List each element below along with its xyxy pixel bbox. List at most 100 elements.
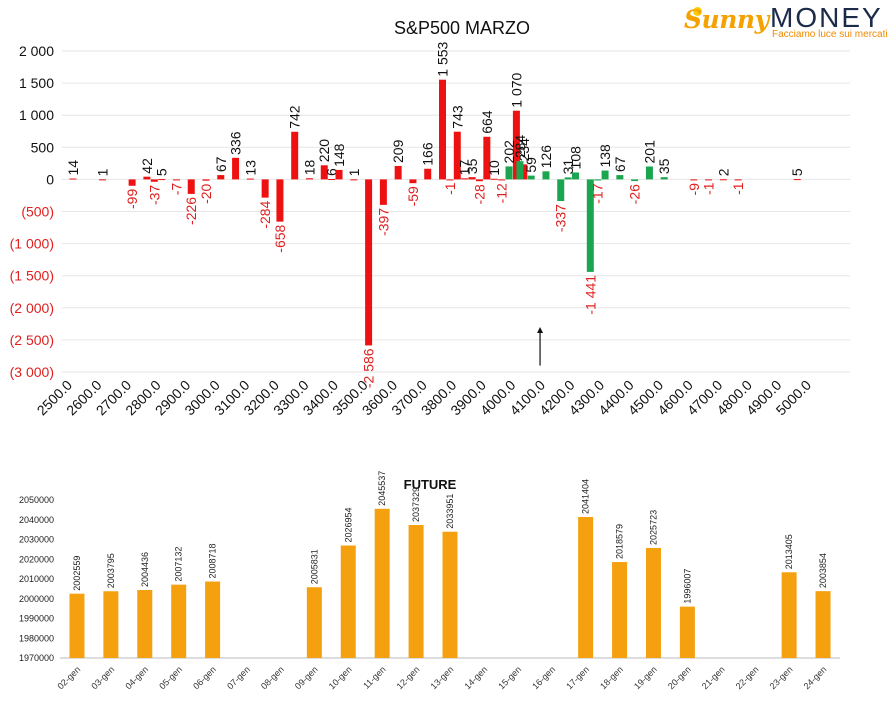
bar (261, 179, 269, 198)
x-tick-label: 06-gen (191, 664, 218, 691)
bar (781, 572, 797, 658)
bar (475, 179, 483, 182)
bar (512, 110, 520, 180)
data-label: 2002559 (72, 556, 82, 591)
data-label: 14 (65, 160, 81, 176)
x-tick-label: 05-gen (157, 664, 184, 691)
bar (705, 179, 713, 181)
bar (793, 179, 801, 181)
bar (409, 179, 417, 184)
data-label: 138 (597, 144, 613, 168)
data-label: 742 (287, 105, 303, 129)
y-tick-label: (1 000) (10, 236, 54, 252)
y-tick-label: 1 500 (19, 75, 54, 91)
bar (150, 179, 158, 182)
y-tick-label: 2 000 (19, 43, 54, 59)
bar (453, 131, 461, 180)
bar (379, 179, 387, 205)
y-tick-label: (2 000) (10, 300, 54, 316)
y-tick-label: 1970000 (19, 653, 54, 663)
bar (424, 168, 432, 180)
data-label: 1996007 (682, 569, 692, 604)
bar (542, 171, 550, 180)
data-label: 108 (568, 146, 584, 170)
x-tick-label: 23-gen (768, 664, 795, 691)
data-label: 2008718 (208, 543, 218, 578)
bar (679, 606, 695, 658)
data-label: 5 (154, 168, 170, 176)
x-tick-label: 08-gen (259, 664, 286, 691)
bar (374, 508, 390, 658)
x-tick-label: 10-gen (327, 664, 354, 691)
data-label: -28 (471, 184, 487, 204)
bar (645, 547, 661, 658)
y-tick-label: 1990000 (19, 614, 54, 624)
bar (187, 179, 195, 194)
data-label: 17 (457, 160, 473, 176)
bar (137, 589, 153, 658)
x-tick-label: 02-gen (55, 664, 82, 691)
data-label: 35 (464, 158, 480, 174)
bar (246, 178, 254, 180)
data-label: -1 (701, 182, 717, 195)
bar (69, 178, 77, 180)
data-label: -284 (257, 200, 273, 228)
sun-icon (693, 7, 702, 16)
y-tick-label: 2050000 (19, 495, 54, 505)
x-tick-label: 24-gen (802, 664, 829, 691)
x-tick-label: 15-gen (496, 664, 523, 691)
bar (483, 136, 491, 180)
bar (572, 172, 580, 180)
bar (734, 179, 742, 181)
data-label: 1 070 (508, 72, 524, 107)
data-label: 67 (213, 156, 229, 172)
bar (690, 179, 698, 181)
data-label: 2005831 (309, 549, 319, 584)
data-label: -12 (494, 183, 510, 203)
data-label: 2007132 (174, 547, 184, 582)
data-label: 2 (715, 168, 731, 176)
annotation-arrowhead (537, 327, 544, 334)
bar (505, 166, 513, 180)
chart-title: FUTURE (404, 477, 457, 492)
bar (202, 179, 210, 181)
data-label: -1 441 (582, 275, 598, 315)
data-label: -337 (553, 204, 569, 232)
data-label: 2041404 (581, 479, 591, 514)
data-label: -226 (183, 197, 199, 225)
data-label: -1 (442, 182, 458, 195)
logo-brand-money: MONEY (770, 2, 883, 33)
bar (172, 179, 180, 181)
future-chart: FUTURE 1970000 1980000 1990000 2000000 201000… (19, 471, 840, 691)
bar (616, 175, 624, 180)
data-label: 1 553 (435, 41, 451, 76)
x-tick-label: 22-gen (734, 664, 761, 691)
data-label: 2033951 (445, 494, 455, 529)
data-label: 234 (516, 138, 532, 162)
bar (232, 157, 240, 180)
bar (719, 179, 727, 181)
bar (446, 179, 454, 181)
bar (69, 593, 85, 658)
y-tick-label: 0 (46, 171, 54, 187)
y-tick-label: 500 (31, 139, 55, 155)
bar (498, 179, 506, 181)
data-label: 59 (523, 157, 539, 173)
x-tick-label: 19-gen (632, 664, 659, 691)
data-label: -9 (686, 183, 702, 196)
logo-brand-sunny: Sunny (684, 5, 769, 34)
bar (601, 170, 609, 180)
data-label: 743 (449, 105, 465, 129)
data-label: 284 (512, 135, 528, 159)
data-label: 664 (479, 110, 495, 134)
bar (564, 177, 572, 180)
data-label: -99 (124, 189, 140, 209)
bar (328, 179, 336, 181)
x-tick-label: 21-gen (700, 664, 727, 691)
data-label: 2045537 (377, 471, 387, 506)
data-label: 2003854 (818, 553, 828, 588)
data-label: 31 (560, 159, 576, 175)
data-label: 67 (612, 156, 628, 172)
y-tick-label: (3 000) (10, 364, 54, 380)
y-tick-label: 1 000 (19, 107, 54, 123)
